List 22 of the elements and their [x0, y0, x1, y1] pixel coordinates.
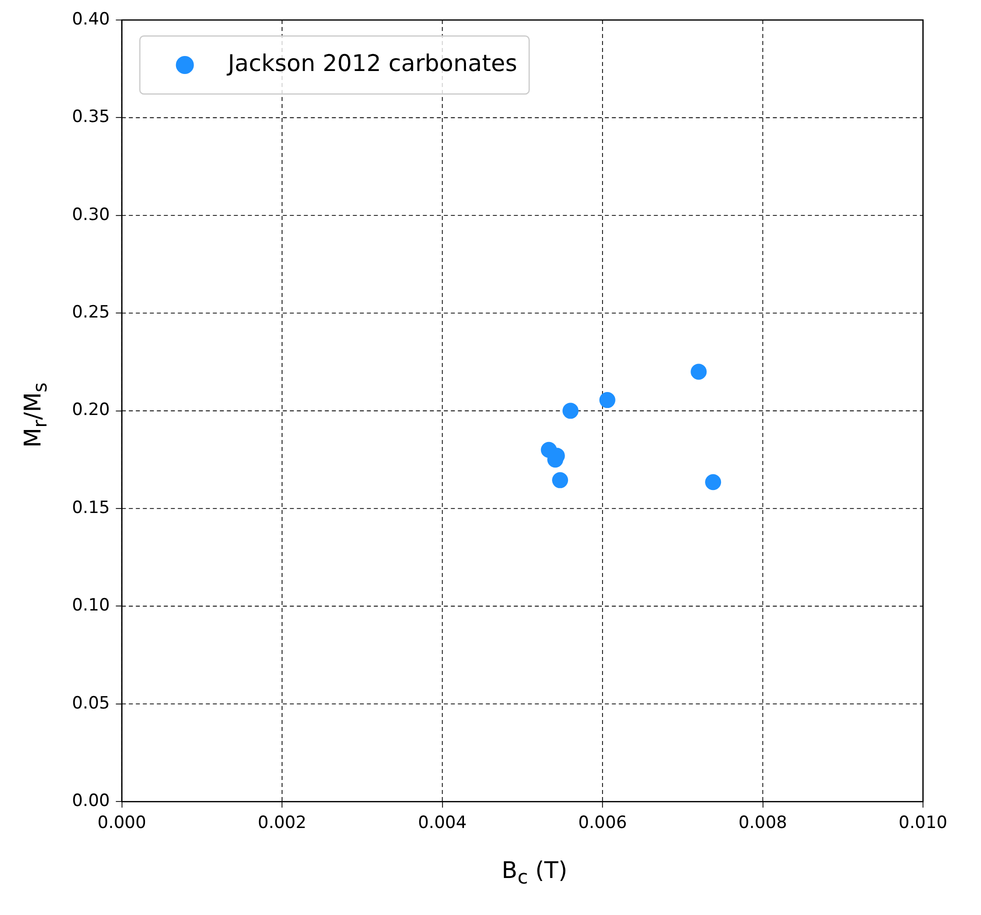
y-tick-label: 0.25	[72, 302, 110, 323]
y-tick-label: 0.15	[72, 498, 110, 518]
x-tick-label: 0.004	[418, 813, 467, 834]
point	[705, 474, 722, 490]
point	[552, 472, 568, 488]
y-tick-label: 0.00	[72, 791, 110, 812]
y-tick-label: 0.05	[72, 693, 110, 714]
x-tick-label: 0.006	[578, 813, 627, 834]
x-tick-label: 0.010	[898, 813, 948, 834]
x-tick-label: 0.002	[258, 813, 306, 834]
legend-label: Jackson 2012 carbonates	[226, 50, 518, 77]
point	[562, 402, 578, 419]
x-axis-title: B$_{c}$ (T)	[500, 858, 568, 889]
y-tick-label: 0.10	[72, 596, 110, 616]
y-tick-label: 0.20	[72, 400, 110, 420]
point	[599, 392, 616, 408]
y-tick-label: 0.30	[72, 204, 110, 225]
y-tick-label: 0.40	[72, 9, 110, 30]
x-tick-label: 0.008	[738, 813, 788, 834]
y-tick-label: 0.35	[72, 107, 110, 128]
point	[690, 364, 707, 380]
x-tick-label: 0.000	[98, 813, 146, 834]
